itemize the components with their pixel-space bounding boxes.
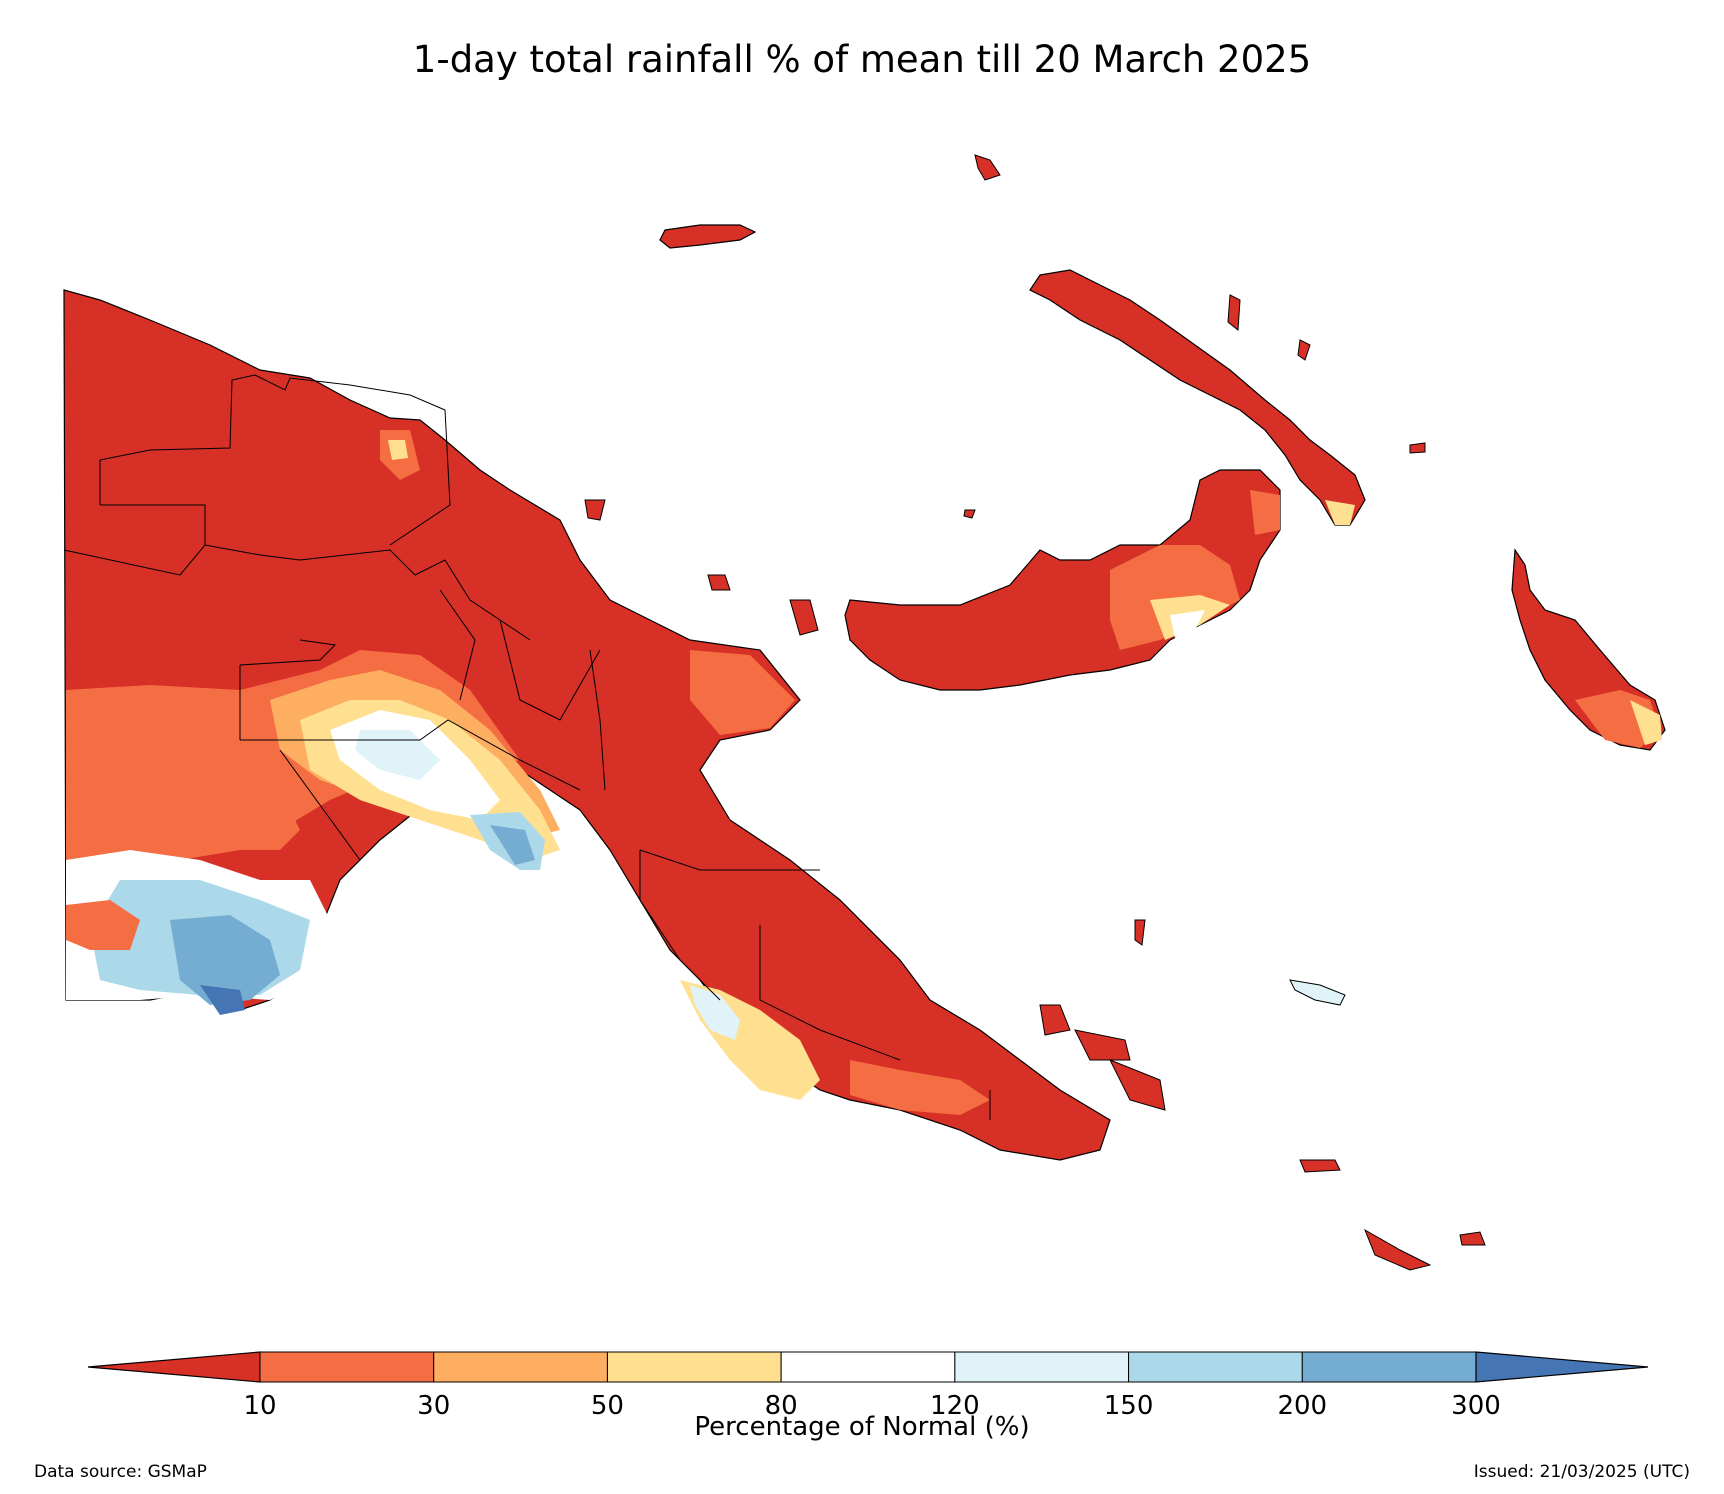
zone-south-dark xyxy=(200,985,245,1015)
colorbar-tick-label: 50 xyxy=(591,1391,624,1421)
issued-date: Issued: 21/03/2025 (UTC) xyxy=(1473,1462,1690,1482)
colorbar-extend-low xyxy=(87,1351,261,1383)
colorbar-segment xyxy=(606,1351,782,1383)
small-islands xyxy=(584,154,1486,1271)
colorbar-ticks: 10 30 50 80 120 150 200 300 xyxy=(243,1391,1500,1421)
zone-south-orange xyxy=(66,900,140,950)
colorbar-extend-high xyxy=(1475,1351,1649,1383)
zone-fly-darkblue xyxy=(490,825,535,865)
zone-120-150 xyxy=(355,730,440,780)
colorbar-tick-label: 10 xyxy=(243,1391,276,1421)
province-borders xyxy=(63,374,991,1120)
colorbar-tick-label: 120 xyxy=(930,1391,980,1421)
colorbar-segment xyxy=(954,1351,1130,1383)
trobriand-islands xyxy=(1289,979,1346,1006)
colorbar-tick-label: 200 xyxy=(1277,1391,1327,1421)
bougainville xyxy=(1511,548,1666,751)
mainland-shape xyxy=(63,289,1111,1161)
zone-10-30-b xyxy=(66,770,300,870)
zone-north-yellow xyxy=(388,440,408,460)
bougainville-yellow xyxy=(1630,700,1662,745)
map-title: 1-day total rainfall % of mean till 20 M… xyxy=(412,38,1312,81)
zone-coast-orange xyxy=(850,1060,990,1115)
zone-south-mid xyxy=(170,915,280,1005)
manus xyxy=(659,224,757,249)
colorbar-label: Percentage of Normal (%) xyxy=(694,1412,1030,1442)
nb-white xyxy=(1170,610,1205,638)
colorbar-tick-label: 300 xyxy=(1451,1391,1501,1421)
colorbar-segment xyxy=(433,1351,608,1383)
data-source: Data source: GSMaP xyxy=(34,1462,207,1482)
zone-coast-white xyxy=(690,985,740,1040)
nb-orange-top xyxy=(1250,490,1280,535)
colorbar-tick-label: 150 xyxy=(1104,1391,1154,1421)
colorbar-segment xyxy=(259,1351,435,1383)
new-britain xyxy=(844,469,1281,691)
colorbar-segment xyxy=(780,1351,956,1383)
colorbar-segment xyxy=(1301,1351,1477,1383)
colorbar-segment xyxy=(1128,1351,1303,1383)
colorbar-tick-label: 80 xyxy=(765,1391,798,1421)
colorbar-tick-label: 30 xyxy=(417,1391,450,1421)
new-ireland-tip xyxy=(1325,500,1355,525)
colorbar-segments xyxy=(87,1351,1649,1383)
zone-east-orange xyxy=(690,650,795,735)
